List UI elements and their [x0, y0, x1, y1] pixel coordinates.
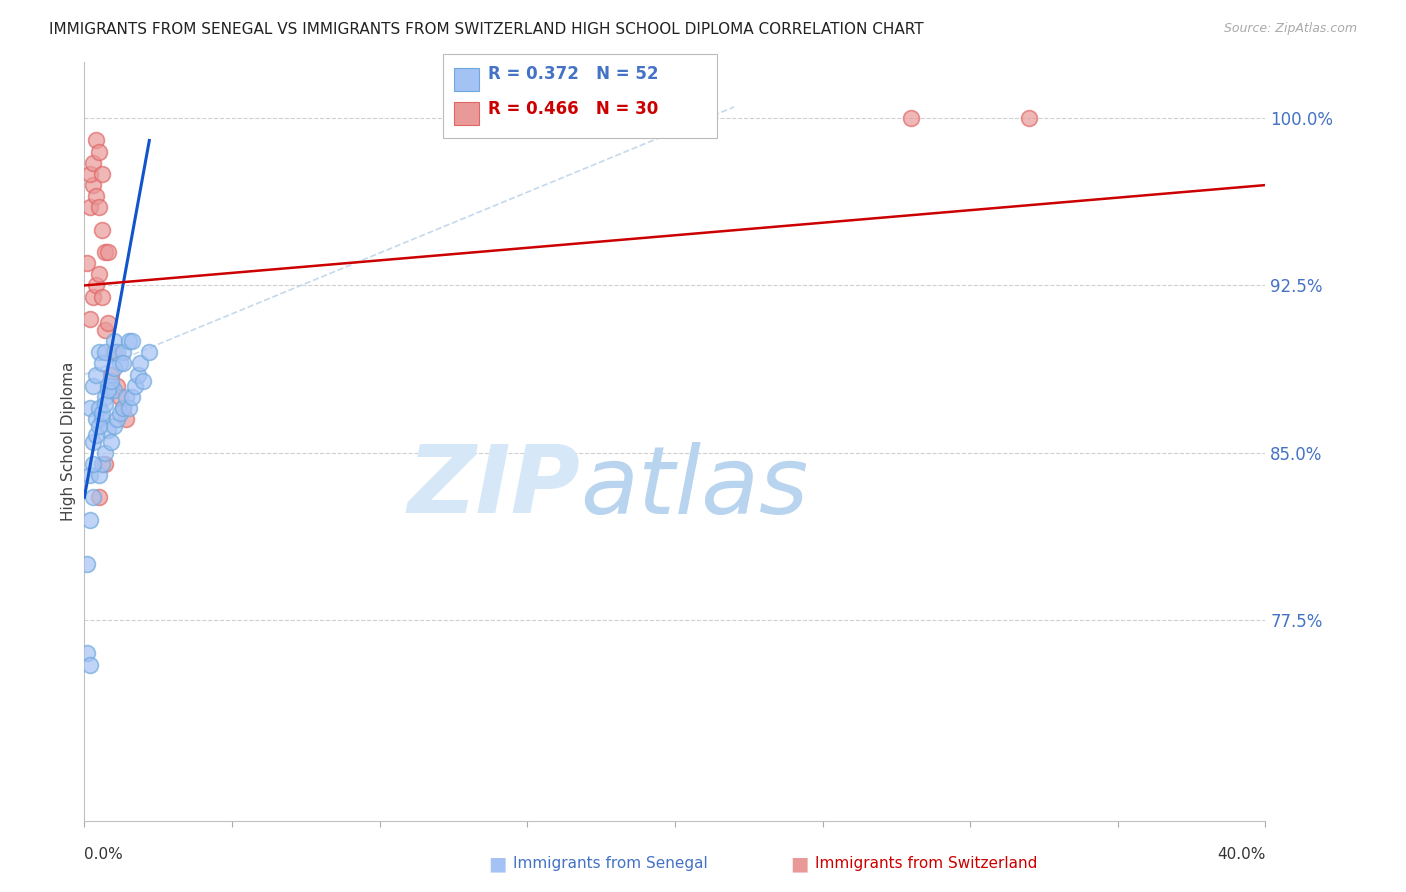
- Point: [97, 378, 120, 392]
- Point: [82, 378, 104, 392]
- Text: R = 0.372   N = 52: R = 0.372 N = 52: [488, 65, 658, 83]
- Point: [124, 378, 146, 392]
- Point: [79, 657, 101, 672]
- Point: [121, 334, 143, 348]
- Point: [103, 345, 125, 359]
- Point: [82, 289, 104, 303]
- Point: [103, 384, 125, 398]
- Point: [100, 378, 122, 392]
- Point: [100, 374, 122, 388]
- Point: [87, 419, 111, 434]
- Point: [84, 368, 107, 382]
- Point: [118, 401, 141, 415]
- Point: [84, 189, 107, 203]
- Point: [79, 311, 101, 326]
- Point: [1018, 111, 1040, 125]
- Text: Source: ZipAtlas.com: Source: ZipAtlas.com: [1223, 22, 1357, 36]
- Point: [91, 356, 114, 371]
- Point: [91, 457, 114, 471]
- Point: [79, 401, 101, 415]
- Point: [132, 374, 155, 388]
- Point: [108, 390, 131, 404]
- Point: [82, 490, 104, 504]
- Point: [900, 111, 922, 125]
- Point: [87, 345, 111, 359]
- Point: [91, 412, 114, 426]
- Point: [111, 356, 134, 371]
- Point: [100, 368, 122, 382]
- Point: [91, 222, 114, 236]
- Point: [84, 278, 107, 293]
- Point: [79, 513, 101, 527]
- Point: [138, 345, 160, 359]
- Point: [91, 167, 114, 181]
- Point: [108, 356, 131, 371]
- Point: [87, 467, 111, 482]
- Text: R = 0.466   N = 30: R = 0.466 N = 30: [488, 100, 658, 118]
- Point: [97, 316, 120, 330]
- Point: [114, 412, 136, 426]
- Point: [105, 345, 128, 359]
- Point: [103, 419, 125, 434]
- Point: [91, 405, 114, 419]
- Point: [118, 334, 141, 348]
- Point: [100, 434, 122, 449]
- Point: [82, 457, 104, 471]
- Point: [97, 423, 120, 437]
- Text: ■: ■: [790, 854, 808, 873]
- Point: [94, 323, 117, 337]
- Point: [79, 201, 101, 215]
- Text: ■: ■: [488, 854, 506, 873]
- Text: IMMIGRANTS FROM SENEGAL VS IMMIGRANTS FROM SWITZERLAND HIGH SCHOOL DIPLOMA CORRE: IMMIGRANTS FROM SENEGAL VS IMMIGRANTS FR…: [49, 22, 924, 37]
- Text: Immigrants from Senegal: Immigrants from Senegal: [513, 856, 709, 871]
- Point: [105, 378, 128, 392]
- Point: [84, 427, 107, 442]
- Point: [87, 145, 111, 159]
- Point: [103, 360, 125, 375]
- Text: 0.0%: 0.0%: [84, 847, 124, 863]
- Point: [82, 178, 104, 192]
- Point: [111, 401, 134, 415]
- Point: [87, 267, 111, 281]
- Point: [94, 396, 117, 410]
- Point: [94, 244, 117, 259]
- Point: [82, 434, 104, 449]
- Text: ZIP: ZIP: [408, 441, 581, 533]
- Point: [103, 334, 125, 348]
- Point: [129, 356, 152, 371]
- Text: 40.0%: 40.0%: [1218, 847, 1265, 863]
- Point: [108, 405, 131, 419]
- Point: [121, 390, 143, 404]
- Point: [91, 289, 114, 303]
- Point: [87, 401, 111, 415]
- Point: [87, 490, 111, 504]
- Point: [76, 557, 98, 571]
- Point: [79, 467, 101, 482]
- Point: [111, 401, 134, 415]
- Point: [94, 390, 117, 404]
- Point: [105, 412, 128, 426]
- Point: [87, 201, 111, 215]
- Point: [114, 390, 136, 404]
- Text: atlas: atlas: [581, 442, 808, 533]
- Point: [94, 457, 117, 471]
- Point: [97, 384, 120, 398]
- Point: [79, 167, 101, 181]
- Point: [76, 256, 98, 270]
- Point: [84, 133, 107, 147]
- Point: [111, 345, 134, 359]
- Point: [84, 412, 107, 426]
- Point: [94, 345, 117, 359]
- Y-axis label: High School Diploma: High School Diploma: [60, 362, 76, 521]
- Point: [94, 446, 117, 460]
- Text: Immigrants from Switzerland: Immigrants from Switzerland: [815, 856, 1038, 871]
- Point: [127, 368, 149, 382]
- Point: [82, 155, 104, 169]
- Point: [76, 647, 98, 661]
- Point: [97, 244, 120, 259]
